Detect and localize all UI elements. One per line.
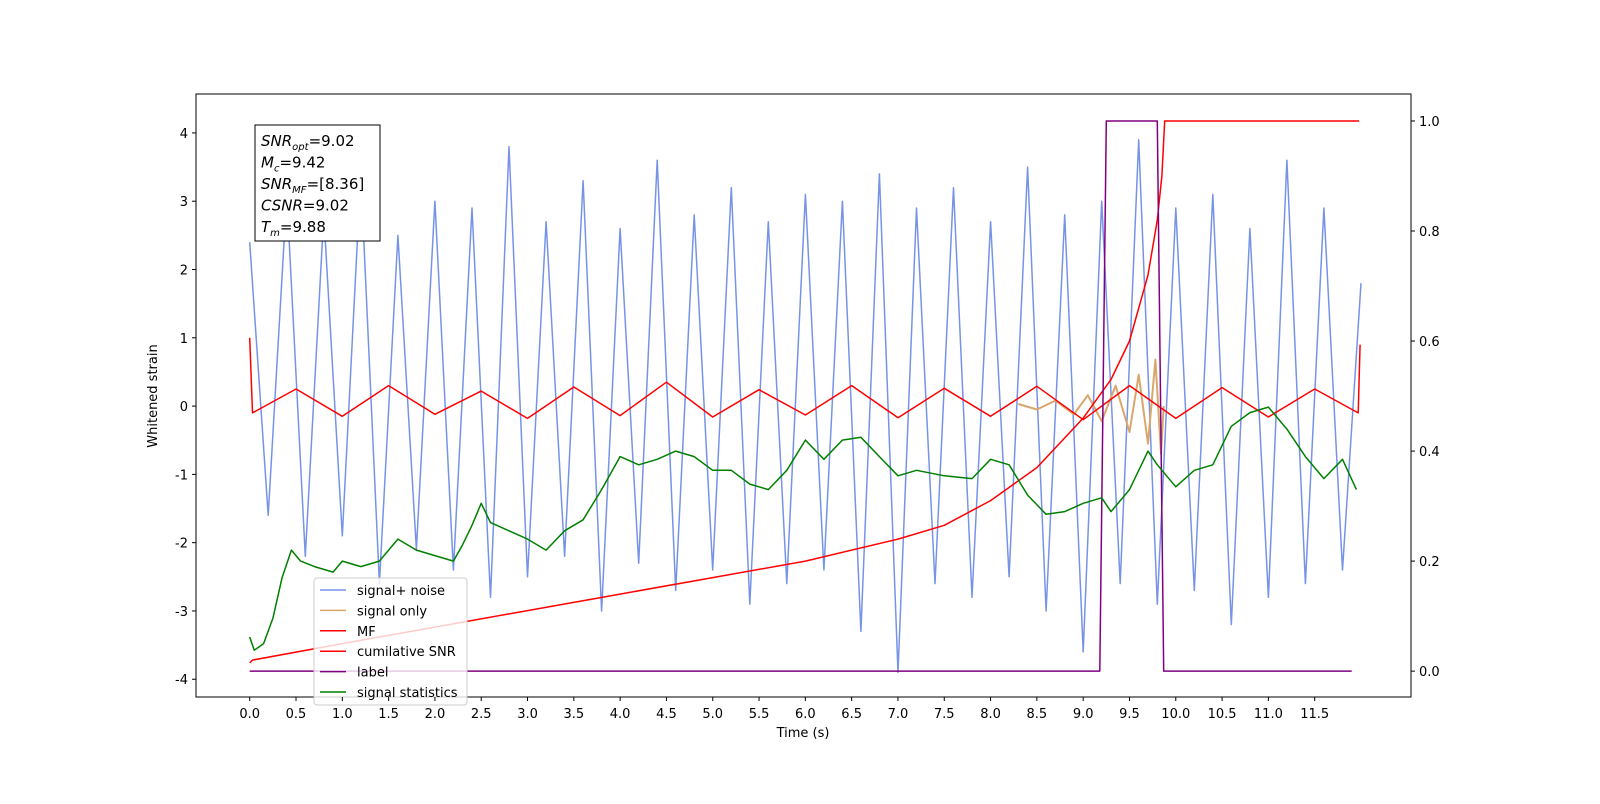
legend-label: MF: [357, 625, 376, 640]
annotation-value: =9.02: [309, 132, 355, 150]
y2-tick-label: 0.8: [1419, 225, 1440, 240]
series-line: [249, 120, 1352, 672]
x-tick-label: 6.5: [841, 707, 862, 722]
y-tick-label: -2: [175, 537, 188, 552]
y2-tick-label: 0.2: [1419, 555, 1440, 570]
x-tick-label: 8.5: [1027, 707, 1048, 722]
annotation-subscript: m: [270, 228, 280, 239]
legend-label: signal+ noise: [357, 584, 445, 599]
annotation-value: =9.42: [279, 154, 325, 172]
x-tick-label: 4.0: [610, 707, 631, 722]
y-tick-label: 3: [180, 195, 188, 210]
y-tick-label: 4: [180, 127, 188, 142]
y-tick-label: 1: [180, 332, 188, 347]
annotation-line: Mc=9.42: [261, 154, 325, 175]
x-tick-label: 9.0: [1073, 707, 1094, 722]
annotation-symbol: SNR: [261, 175, 292, 193]
y2-tick-label: 0.6: [1419, 335, 1440, 350]
x-tick-label: 0.5: [286, 707, 307, 722]
annotation-subscript: opt: [292, 142, 309, 153]
annotation-line: SNRopt=9.02: [261, 132, 355, 153]
annotation-box: SNRopt=9.02Mc=9.42SNRMF=[8.36]CSNR=9.02T…: [254, 124, 381, 242]
x-tick-label: 6.0: [795, 707, 816, 722]
y-tick-label: -3: [175, 605, 188, 620]
y2-tick-label: 0.0: [1419, 665, 1440, 680]
x-tick-label: 3.0: [517, 707, 538, 722]
series-line: [248, 406, 1358, 651]
annotation-line: SNRMF=[8.36]: [261, 175, 364, 196]
x-tick-label: 0.0: [239, 707, 260, 722]
legend: signal+ noise signal only MF cumilative SNR…: [313, 577, 468, 706]
annotation-line: Tm=9.88: [261, 218, 326, 239]
y-axis-label: Whitened strain: [146, 344, 161, 447]
x-tick-label: 7.0: [888, 707, 909, 722]
x-tick-label: 11.5: [1300, 707, 1329, 722]
annotation-symbol: SNR: [261, 132, 292, 150]
x-tick-label: 2.5: [471, 707, 492, 722]
y-tick-label: 0: [180, 400, 188, 415]
x-tick-label: 10.0: [1161, 707, 1190, 722]
x-tick-label: 11.0: [1254, 707, 1283, 722]
legend-label: label: [357, 666, 388, 681]
annotation-value: =[8.36]: [307, 175, 365, 193]
x-tick-label: 5.0: [702, 707, 723, 722]
x-tick-label: 8.0: [980, 707, 1001, 722]
annotation-symbol: M: [261, 154, 274, 172]
x-tick-label: 1.5: [378, 707, 399, 722]
x-tick-label: 5.5: [749, 707, 770, 722]
annotation-value: =9.88: [280, 218, 326, 236]
x-tick-label: 2.0: [425, 707, 446, 722]
x-tick-label: 9.5: [1119, 707, 1140, 722]
legend-label: signal only: [357, 604, 427, 619]
series-line: [248, 337, 1361, 421]
axes-frame: [195, 93, 1412, 698]
series-line: [248, 139, 1362, 674]
annotation-value: =9.02: [303, 197, 349, 215]
x-axis-label: Time (s): [776, 726, 830, 741]
annotation-symbol: CSNR: [261, 197, 303, 215]
annotation-frame: [254, 124, 381, 242]
annotation-symbol: T: [261, 218, 272, 236]
series-line: [1018, 358, 1165, 455]
y-tick-label: -4: [175, 673, 188, 688]
x-tick-label: 1.0: [332, 707, 353, 722]
legend-label: signal statistics: [357, 686, 458, 701]
y-tick-label: 2: [180, 264, 188, 279]
annotation-subscript: MF: [292, 185, 307, 196]
x-tick-label: 7.5: [934, 707, 955, 722]
annotation-subscript: c: [274, 164, 280, 175]
legend-frame: [313, 577, 468, 706]
y2-tick-label: 0.4: [1419, 445, 1440, 460]
x-tick-label: 4.5: [656, 707, 677, 722]
legend-label: cumilative SNR: [357, 645, 456, 660]
x-tick-label: 3.5: [563, 707, 584, 722]
annotation-line: CSNR=9.02: [261, 197, 349, 215]
y2-tick-label: 1.0: [1419, 115, 1440, 130]
x-tick-label: 10.5: [1208, 707, 1237, 722]
y-tick-label: -1: [175, 468, 188, 483]
